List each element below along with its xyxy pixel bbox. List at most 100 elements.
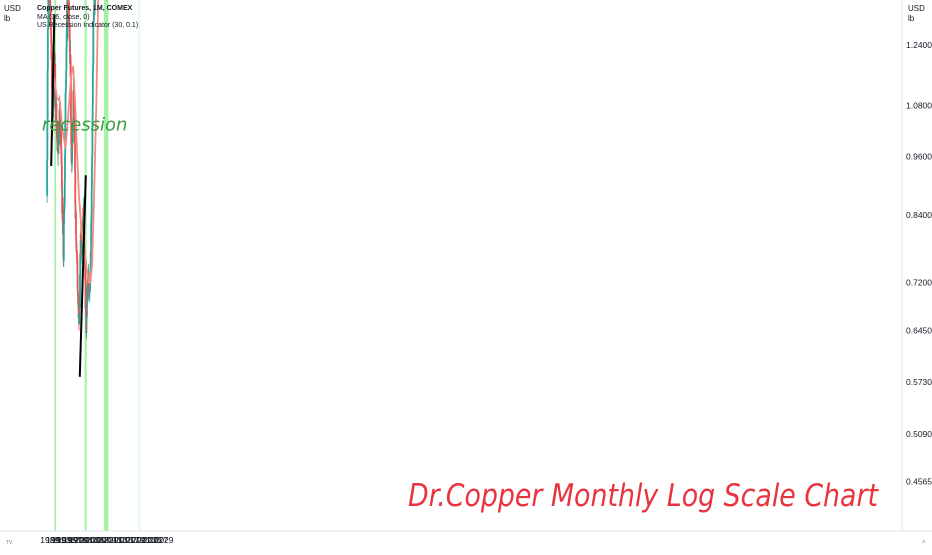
candle-body [92, 63, 95, 71]
trendline[interactable] [50, 14, 56, 166]
time-tick-label: 1989 [40, 535, 59, 545]
candle-body [47, 0, 50, 25]
price-tick-label: 0.5730 [906, 377, 932, 387]
candle-body [75, 212, 77, 236]
time-tick-label: 2007 [92, 535, 111, 545]
candle-body [69, 61, 72, 77]
time-axis-menu-icon[interactable]: ˄ [922, 540, 926, 546]
candle-body [91, 118, 94, 156]
candle-body [63, 179, 66, 204]
time-tick-label: 2003 [80, 535, 99, 545]
price-tick-label: 1.0800 [906, 100, 932, 110]
candle-body [90, 214, 93, 223]
candle-body [89, 251, 92, 266]
candle-body [46, 69, 49, 123]
time-tick-label: 2001 [75, 535, 94, 545]
right-unit-pound: lb [908, 14, 915, 23]
candle-body [71, 143, 74, 161]
candle[interactable] [71, 140, 74, 170]
price-tick-label: 0.4565 [906, 476, 932, 486]
time-tick-label: 2023 [137, 535, 156, 545]
candle-body [74, 142, 76, 173]
candle-body [61, 197, 64, 221]
time-tick-label: 2009 [97, 535, 116, 545]
recession-band [104, 0, 109, 531]
candle-body [73, 106, 76, 122]
recession-label: recession [42, 114, 128, 135]
candle-body [79, 273, 81, 308]
ma-indicator-label[interactable]: MA (36, close, 0) [37, 13, 90, 21]
candle-body [88, 282, 91, 292]
candle-body [78, 304, 81, 324]
candle-body [50, 42, 53, 60]
candle-body [50, 23, 52, 30]
candle[interactable] [75, 207, 77, 237]
unit-pound: lb [4, 14, 11, 23]
time-tick-label: 2017 [120, 535, 139, 545]
candle-body [62, 224, 65, 261]
candle-body [65, 30, 68, 48]
time-tick-label: 2021 [132, 535, 151, 545]
candle-body [65, 47, 68, 70]
time-tick-label: 2005 [86, 535, 105, 545]
candle-body [68, 1, 70, 27]
candle[interactable] [64, 90, 67, 126]
recession-indicator-label[interactable]: US Recession Indicator (30, 0.1) [37, 22, 139, 29]
candle-body [51, 59, 53, 90]
candle-body [49, 8, 52, 24]
price-tick-label: 0.7200 [906, 277, 932, 287]
candle-body [91, 70, 94, 105]
time-tick-label: 2025 [143, 535, 162, 545]
time-tick-label: 1993 [52, 535, 71, 545]
time-tick-label: 2013 [109, 535, 128, 545]
candle-body [64, 119, 67, 155]
time-tick-label: 2015 [115, 535, 134, 545]
candle-body [64, 92, 67, 120]
candle-body [46, 29, 49, 70]
candle-body [64, 154, 66, 180]
candle-body [46, 122, 49, 161]
candle-body [91, 164, 93, 190]
price-tick-label: 0.9600 [906, 152, 932, 162]
chart-legend: Copper Futures, 1M, COMEX MA (36, close,… [37, 5, 138, 31]
time-tick-label: 2011 [103, 535, 122, 545]
time-tick-label: 1991 [46, 535, 65, 545]
time-tick-label: 2027 [149, 535, 168, 545]
trendline[interactable] [78, 175, 87, 377]
candle-body [91, 104, 94, 119]
candle-body [68, 25, 71, 40]
recession-band [54, 0, 57, 531]
candle-body [65, 79, 67, 91]
candle-body [92, 22, 95, 64]
candle-body [90, 222, 93, 255]
candle-body [74, 172, 77, 205]
moving-average-line [53, 0, 100, 284]
price-tick-label: 0.5090 [906, 429, 932, 439]
chart-title: Dr.Copper Monthly Log Scale Chart [408, 478, 880, 514]
candle-body [92, 10, 95, 22]
time-tick-label: 2019 [126, 535, 145, 545]
candle-body [84, 261, 87, 280]
candle-body [46, 160, 49, 196]
symbol-title[interactable]: Copper Futures, 1M, COMEX [37, 5, 133, 12]
time-tick-label: 1999 [69, 535, 88, 545]
candle[interactable] [46, 28, 49, 78]
candle-body [70, 76, 72, 122]
price-tick-label: 1.2400 [906, 40, 932, 50]
time-tick-label: 2029 [155, 535, 174, 545]
candle-body [55, 103, 58, 120]
recession-band [138, 0, 140, 531]
candle-body [70, 121, 73, 145]
price-tick-label: 0.8400 [906, 210, 932, 220]
time-tick-label: 1997 [63, 535, 82, 545]
candle[interactable] [74, 131, 76, 173]
tradingview-logo: TV [6, 540, 13, 546]
time-tick-label: 1995 [57, 535, 76, 545]
candle[interactable] [94, 0, 96, 5]
candle-body [61, 166, 63, 189]
candle[interactable] [48, 0, 50, 10]
right-unit-currency: USD [908, 4, 925, 13]
unit-currency: USD [4, 4, 21, 13]
